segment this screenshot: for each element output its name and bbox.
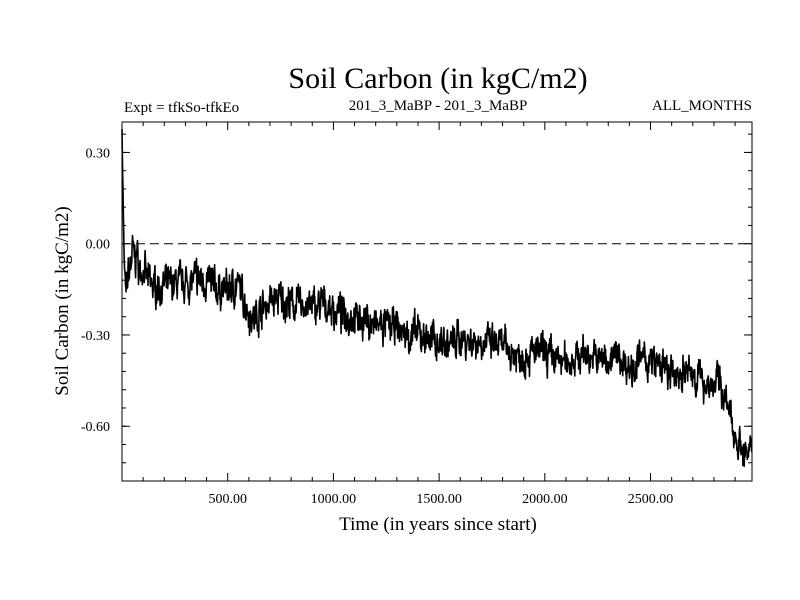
period-label: 201_3_MaBP - 201_3_MaBP: [349, 98, 528, 114]
y-tick-label: -0.30: [81, 329, 110, 344]
x-tick-label: 1000.00: [311, 492, 357, 507]
x-axis: 500.00 1000.00 1500.00 2000.00 2500.00: [142, 122, 736, 507]
x-tick-label: 500.00: [208, 492, 247, 507]
x-tick-label: 2000.00: [522, 492, 568, 507]
chart-title: Soil Carbon (in kgC/m2): [288, 62, 587, 95]
months-label: ALL_MONTHS: [652, 98, 752, 114]
experiment-label: Expt = tfkSo-tfkEo: [124, 100, 239, 116]
y-tick-label: 0.00: [86, 238, 111, 253]
y-axis: 0.30 0.00 -0.30 -0.60: [81, 133, 752, 482]
y-tick-label: -0.60: [81, 420, 110, 435]
x-tick-label: 2500.00: [628, 492, 674, 507]
y-tick-label: 0.30: [86, 146, 111, 161]
plot-frame: [121, 121, 753, 482]
x-tick-label: 1500.00: [416, 492, 462, 507]
soil-carbon-series-line: [121, 128, 753, 468]
x-axis-label: Time (in years since start): [339, 514, 537, 535]
y-axis-label: Soil Carbon (in kgC/m2): [52, 206, 73, 395]
